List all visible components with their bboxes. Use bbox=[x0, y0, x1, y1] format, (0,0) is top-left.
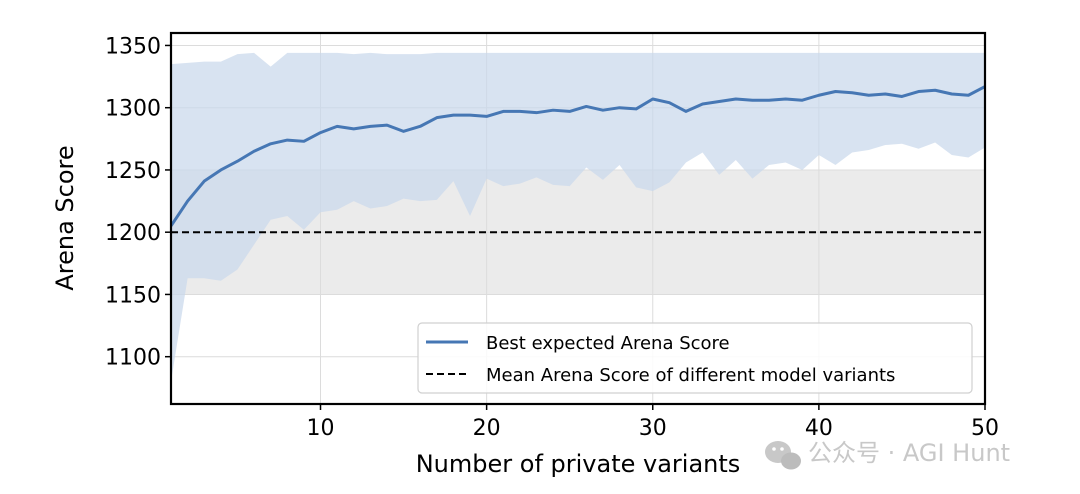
watermark-text: 公众号 · AGI Hunt bbox=[808, 439, 1010, 467]
y-tick-label-1150: 1150 bbox=[105, 283, 161, 308]
y-tick-label-1350: 1350 bbox=[105, 34, 161, 59]
y-tick-label-1250: 1250 bbox=[105, 159, 161, 184]
y-tick-label-1200: 1200 bbox=[105, 221, 161, 246]
x-tick-label-30: 30 bbox=[639, 416, 667, 441]
plot-frame bbox=[169, 31, 987, 406]
x-tick-label-10: 10 bbox=[307, 416, 335, 441]
x-axis-label: Number of private variants bbox=[416, 450, 741, 478]
legend-label-best-expected: Best expected Arena Score bbox=[486, 333, 730, 354]
y-tick-label-1100: 1100 bbox=[105, 346, 161, 371]
legend-label-mean: Mean Arena Score of different model vari… bbox=[486, 365, 895, 386]
x-tick-label-50: 50 bbox=[971, 416, 999, 441]
x-tick-label-40: 40 bbox=[805, 416, 833, 441]
plot-area bbox=[171, 33, 985, 404]
plot-content bbox=[171, 33, 985, 404]
wechat-icon bbox=[765, 441, 801, 470]
watermark: 公众号 · AGI Hunt bbox=[765, 439, 1010, 470]
x-tick-label-20: 20 bbox=[473, 416, 501, 441]
series-0-range-band bbox=[171, 52, 985, 382]
axes: 10 20 30 40 50 1100 1150 1200 1250 1300 1350 bbox=[105, 31, 999, 441]
y-axis-label: Arena Score bbox=[51, 145, 79, 290]
legend: Best expected Arena Score Mean Arena Sco… bbox=[417, 322, 973, 394]
legend-box bbox=[417, 322, 973, 394]
y-tick-label-1300: 1300 bbox=[105, 97, 161, 122]
series-0-line bbox=[171, 85, 985, 227]
